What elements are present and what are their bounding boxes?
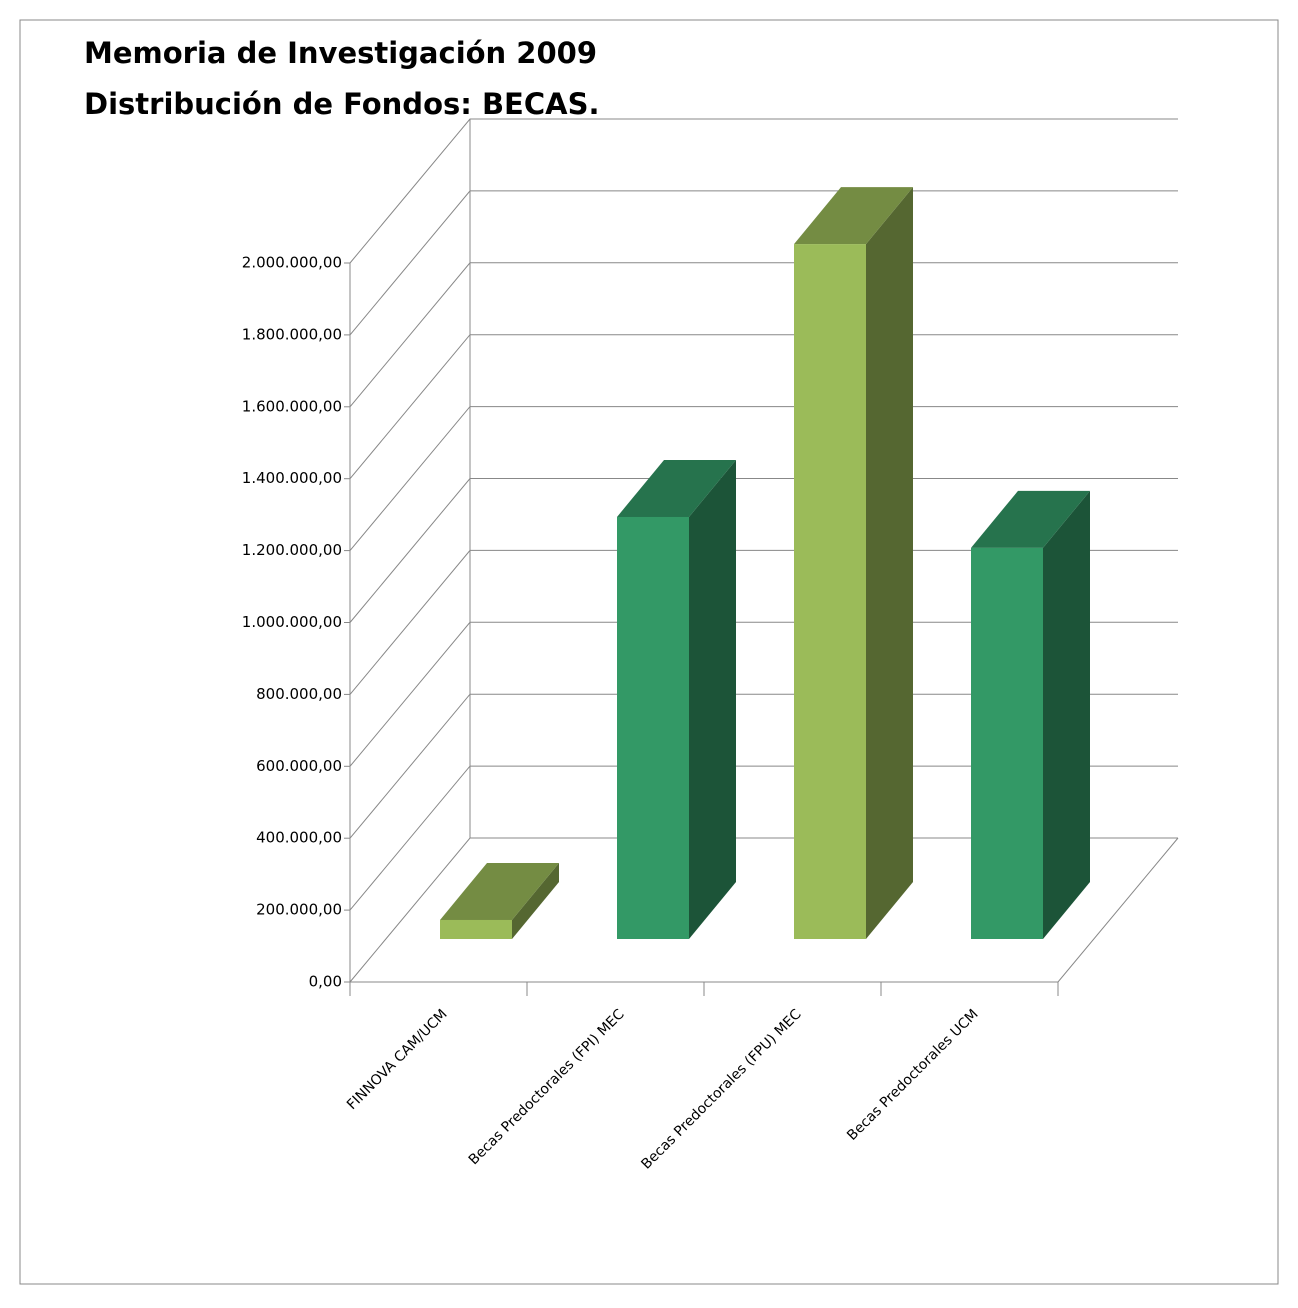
bar (440, 919, 512, 939)
bar (617, 516, 689, 939)
bar-top (971, 490, 1090, 548)
y-tick-label: 1.400.000,00 (242, 469, 342, 487)
bar-side (1043, 490, 1090, 939)
y-tick-label: 200.000,00 (256, 901, 342, 919)
grid-line (349, 549, 1178, 695)
grid-line (349, 262, 1178, 408)
y-tick-label: 1.000.000,00 (242, 613, 342, 631)
y-tick-label: 1.600.000,00 (242, 397, 342, 415)
bar-top (617, 459, 736, 517)
grid-line (349, 118, 1178, 264)
bar-top (440, 862, 559, 920)
grid-line (349, 190, 1178, 336)
y-tick-label: 1.800.000,00 (242, 325, 342, 343)
grid-line (349, 837, 1178, 983)
bar-side (512, 862, 559, 939)
y-tick-label: 0,00 (309, 973, 342, 991)
grid-line (349, 334, 1178, 480)
grid-line (349, 406, 1178, 551)
y-tick-label: 400.000,00 (256, 829, 342, 847)
chart-subtitle: Distribución de Fondos: BECAS. (84, 87, 600, 121)
grid-line (349, 765, 1178, 911)
y-tick-label: 600.000,00 (256, 757, 342, 775)
grid-line (349, 621, 1178, 767)
bar-side (689, 459, 736, 939)
y-tick-label: 1.200.000,00 (242, 541, 342, 559)
y-tick-label: 800.000,00 (256, 685, 342, 703)
chart-title: Memoria de Investigación 2009 (84, 36, 597, 70)
y-tick-label: 2.000.000,00 (242, 254, 342, 272)
grid-line (349, 478, 1178, 623)
bar (794, 244, 866, 940)
bar (971, 547, 1043, 939)
bar-side (866, 187, 913, 940)
grid-line (349, 693, 1178, 839)
bar-top (794, 187, 913, 245)
